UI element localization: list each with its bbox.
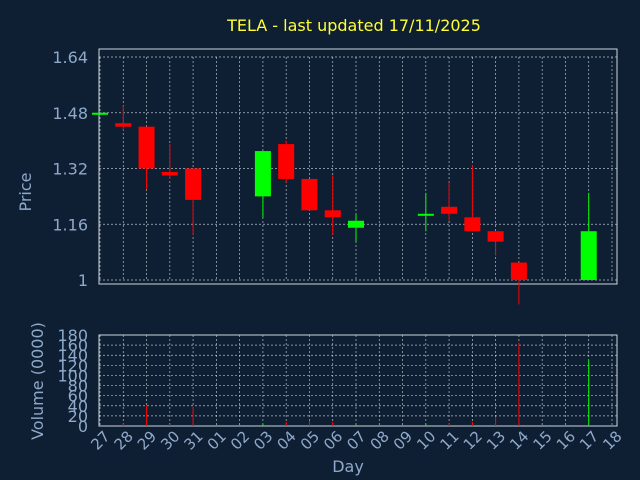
price-tick-label: 1 xyxy=(78,271,88,290)
x-axis: 2728293031010203040506070809101112131415… xyxy=(87,427,625,453)
volume-tick-label: 180 xyxy=(57,326,88,345)
volume-frame xyxy=(98,334,618,427)
volume-axis-title: Volume (0000) xyxy=(28,322,47,440)
volume-tick-label: 120 xyxy=(57,356,88,375)
price-tick-label: 1.32 xyxy=(52,160,88,179)
volume-tick-label: 100 xyxy=(57,366,88,385)
candle-body xyxy=(510,262,527,280)
candle-body xyxy=(138,126,155,169)
volume-tick-label: 140 xyxy=(57,346,88,365)
price-panel: 1 1.16 1.32 1.48 1.64 xyxy=(52,48,618,305)
candle-body xyxy=(278,144,295,179)
volume-tick-label: 160 xyxy=(57,336,88,355)
candle-body xyxy=(348,220,364,228)
volume-tick-label: 40 xyxy=(68,397,88,416)
chart-title: TELA - last updated 17/11/2025 xyxy=(226,16,481,35)
candle-body xyxy=(580,231,597,280)
candle-body xyxy=(487,231,504,242)
volume-tick-label: 20 xyxy=(68,407,88,426)
price-tick-label: 1.48 xyxy=(52,104,88,123)
volume-tick-label: 80 xyxy=(68,377,88,396)
price-tick-label: 1.16 xyxy=(52,215,88,234)
candle-body xyxy=(324,210,341,218)
candle-body xyxy=(417,213,434,216)
price-axis-title: Price xyxy=(16,172,35,211)
volume-tick-label: 0 xyxy=(78,417,88,436)
price-frame xyxy=(98,48,618,285)
candle-body xyxy=(161,171,178,176)
x-tick-label: 18 xyxy=(599,427,625,453)
candle-body xyxy=(441,206,458,214)
volume-tick-label: 60 xyxy=(68,387,88,406)
candle-body xyxy=(92,112,108,115)
price-tick-label: 1.64 xyxy=(52,48,88,67)
candle-body xyxy=(464,217,481,232)
candle-body xyxy=(185,168,202,200)
candle-body xyxy=(115,123,132,127)
x-axis-title: Day xyxy=(332,457,364,476)
candle-body xyxy=(301,178,318,211)
candle-body xyxy=(254,151,271,197)
